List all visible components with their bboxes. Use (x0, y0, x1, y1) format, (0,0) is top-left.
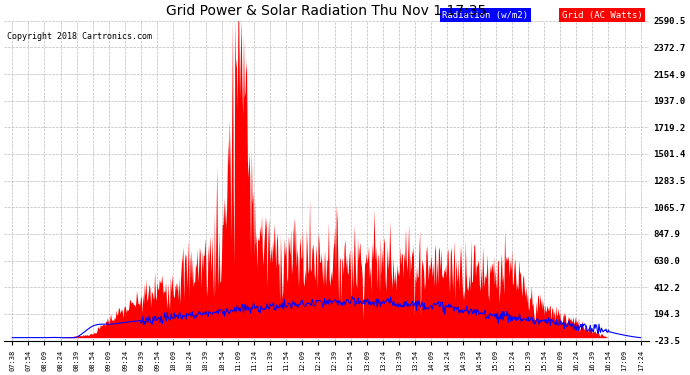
Title: Grid Power & Solar Radiation Thu Nov 1 17:35: Grid Power & Solar Radiation Thu Nov 1 1… (166, 4, 486, 18)
Text: Grid (AC Watts): Grid (AC Watts) (562, 10, 642, 20)
Text: Copyright 2018 Cartronics.com: Copyright 2018 Cartronics.com (7, 32, 152, 41)
Text: Radiation (w/m2): Radiation (w/m2) (442, 10, 529, 20)
